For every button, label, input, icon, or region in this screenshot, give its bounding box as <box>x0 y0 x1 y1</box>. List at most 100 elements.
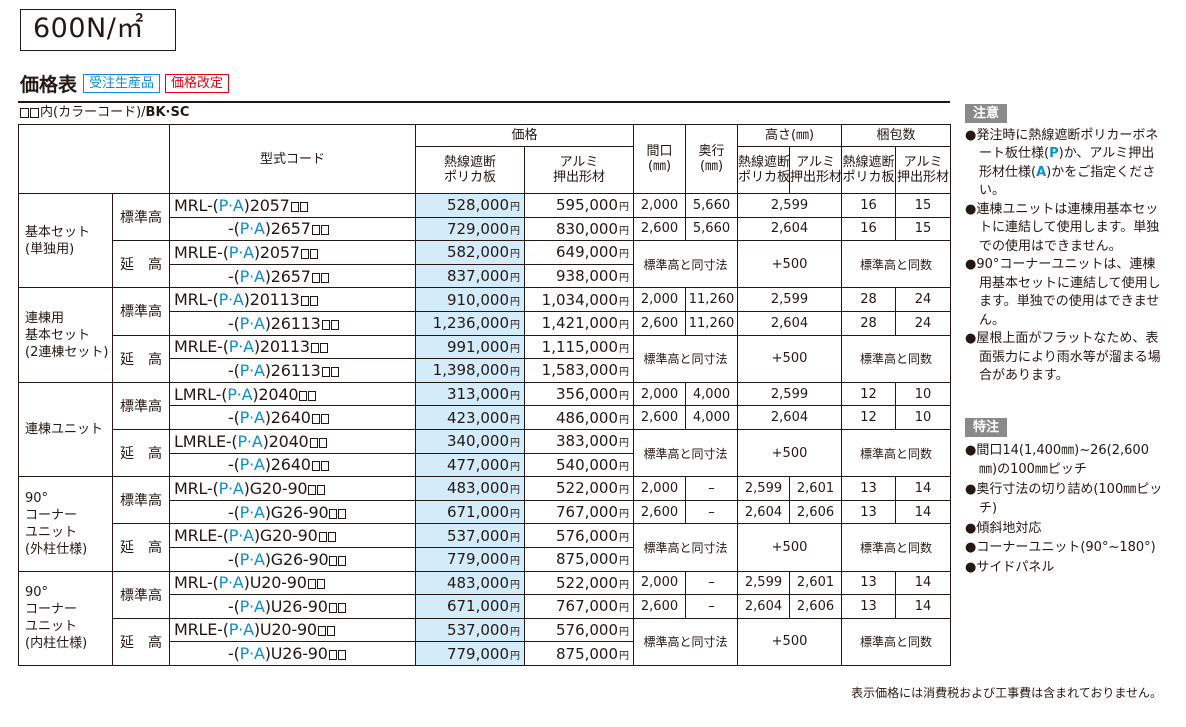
header-pack-alumi: アルミ 押出形材 <box>895 146 952 194</box>
model-code: -(P·A)U26-90 <box>169 641 416 666</box>
height-poly-value: 2,604 <box>737 499 791 525</box>
specs-section: 特注 ●間口14(1,400㎜)~26(2,600㎜)の100㎜ピッチ ●奥行寸法… <box>965 418 1165 577</box>
color-box-icon <box>327 532 336 543</box>
color-box-icon <box>307 579 316 590</box>
pack-alumi-value: 14 <box>895 499 952 525</box>
color-box-icon <box>311 272 320 283</box>
model-variant: P·A <box>228 242 254 262</box>
color-box-icon <box>311 225 320 236</box>
model-variant: P·A <box>239 313 265 333</box>
width-value: 2,000 <box>633 570 687 596</box>
price-poly: 910,000円 <box>415 287 525 312</box>
ext-height: +500 <box>737 523 843 572</box>
category-label: 連棟ユニット <box>18 381 113 478</box>
price-alumi: 595,000円 <box>523 193 635 218</box>
yen-unit: 円 <box>619 273 630 285</box>
price-alumi: 540,000円 <box>523 452 635 478</box>
table-row: 連棟ユニット 標準高 LMRL-(P·A)2040 313,000円 356,000円 2… <box>18 381 952 478</box>
extended-height-label: 延 高 <box>112 428 170 478</box>
yen-unit: 円 <box>510 296 520 308</box>
yen-unit: 円 <box>510 414 520 426</box>
depth-value: 11,260 <box>685 287 739 312</box>
price-alumi: 576,000円 <box>523 523 635 548</box>
footer-note: 表示価格には消費税および工事費は含まれておりません。 <box>851 686 1162 700</box>
header-height-alumi: アルミ 押出形材 <box>789 146 843 194</box>
standard-height-label: 標準高 <box>112 287 170 336</box>
model-code: LMRL-(P·A)2040 <box>169 381 416 407</box>
yen-unit: 円 <box>510 626 520 638</box>
ext-same-pack: 標準高と同数 <box>841 334 952 383</box>
model-variant: P·A <box>239 644 265 664</box>
color-box-icon <box>310 343 319 354</box>
model-variant: P·A <box>239 219 265 239</box>
price-table: 型式コード 価格 間口 (㎜) 奥行 (㎜) 高さ(㎜) 梱包数 熱線遮断 ポリカ板 アルミ 押出形材… <box>18 124 952 666</box>
model-variant: P·A <box>218 195 244 215</box>
model-code: MRL-(P·A)G20-90 <box>169 476 416 501</box>
model-code: MRLE-(P·A)G20-90 <box>169 523 416 548</box>
load-rating: 600N/㎡ <box>20 9 176 51</box>
model-variant: P·A <box>218 290 244 310</box>
price-alumi: 875,000円 <box>523 641 635 666</box>
price-poly: 477,000円 <box>415 452 525 478</box>
yen-unit: 円 <box>619 391 630 403</box>
color-box-icon <box>309 296 318 307</box>
pack-poly-value: 28 <box>841 310 897 336</box>
model-variant: P·A <box>239 455 265 475</box>
model-variant: P·A <box>239 408 265 428</box>
yen-unit: 円 <box>510 461 520 473</box>
depth-value: – <box>685 499 739 525</box>
price-poly: 837,000円 <box>415 263 525 289</box>
model-variant: P·A <box>228 337 254 357</box>
color-box-icon <box>318 437 327 448</box>
header-height-poly: 熱線遮断 ポリカ板 <box>737 146 791 194</box>
color-code: BK·SC <box>145 105 190 120</box>
yen-unit: 円 <box>510 202 520 214</box>
yen-unit: 円 <box>510 273 520 285</box>
color-box-icon <box>337 650 346 661</box>
width-value: 2,000 <box>633 193 687 218</box>
note-item: ●連棟ユニットは連棟用基本セットに連結して使用します。単独での使用はできません。 <box>965 201 1160 254</box>
color-box-icon <box>300 296 309 307</box>
ext-same-dim: 標準高と同寸法 <box>633 428 739 478</box>
color-box-icon <box>299 390 308 401</box>
price-revision-tag: 価格改定 <box>165 73 230 93</box>
depth-value: 4,000 <box>685 381 739 407</box>
table-row: -(P·A)U26-90 671,000円 767,000円 2,600–2,604 2… <box>19 594 952 619</box>
depth-value: 11,260 <box>685 310 739 336</box>
price-alumi: 938,000円 <box>523 263 635 289</box>
price-alumi: 522,000円 <box>523 570 635 596</box>
table-row: -(P·A)U26-90 779,000円 875,000円 <box>19 641 951 666</box>
width-value: 2,600 <box>633 405 687 430</box>
pack-alumi-value: 15 <box>895 193 952 218</box>
color-box-icon <box>319 343 328 354</box>
model-code: MRLE-(P·A)U20-90 <box>169 617 416 643</box>
color-box-icon <box>320 414 329 425</box>
color-box-icon <box>330 319 339 330</box>
model-variant: P·A <box>228 526 254 546</box>
yen-unit: 円 <box>619 532 630 544</box>
model-code: -(P·A)G26-90 <box>169 499 416 525</box>
yen-unit: 円 <box>619 556 630 568</box>
color-box-icon <box>321 319 330 330</box>
depth-value: 5,660 <box>685 193 739 218</box>
extended-height-label: 延 高 <box>112 617 170 666</box>
table-row: -(P·A)26113 1,236,000円 1,421,000円 2,600 11,2… <box>19 310 952 336</box>
ext-same-dim: 標準高と同寸法 <box>633 240 739 289</box>
color-box-icon <box>20 107 29 118</box>
price-poly: 779,000円 <box>415 641 525 666</box>
notes-heading: 注意 <box>965 104 1008 123</box>
header-pack: 梱包数 <box>841 124 952 147</box>
header-width: 間口 (㎜) <box>633 124 687 194</box>
color-box-icon <box>320 225 329 236</box>
table-row: 基本セット (単独用) 標準高 MRL-(P·A)2057 528,000円 595,00… <box>18 192 952 289</box>
yen-unit: 円 <box>619 626 630 638</box>
pack-poly-value: 13 <box>841 594 897 619</box>
price-alumi: 767,000円 <box>523 594 635 619</box>
table-row: 90° コーナー ユニット (内柱仕様) 標準高 MRL-(P·A)U20-90 483,0… <box>18 570 952 666</box>
height-poly-value: 2,604 <box>737 594 791 619</box>
model-variant: P·A <box>239 596 265 616</box>
yen-unit: 円 <box>619 225 630 237</box>
height-value: 2,604 <box>737 216 843 242</box>
color-box-icon <box>318 532 327 543</box>
yen-unit: 円 <box>510 249 520 261</box>
